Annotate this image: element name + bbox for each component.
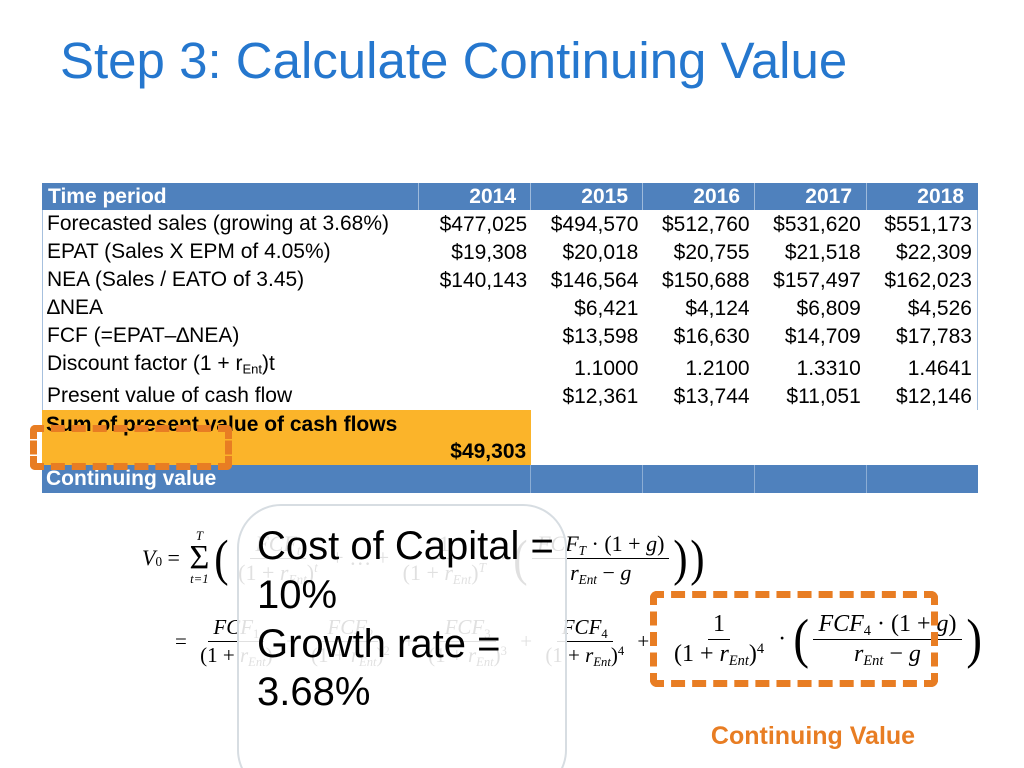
row-label: Forecasted sales (growing at 3.68%)	[47, 212, 389, 235]
row-label: NEA (Sales / EATO of 3.45)	[47, 268, 305, 291]
row-label: Present value of cash flow	[47, 384, 293, 408]
row-label: EPAT (Sales X EPM of 4.05%)	[47, 240, 331, 263]
table-row: FCF (=EPAT–∆NEA) $13,598 $16,630 $14,709 $17…	[43, 322, 977, 350]
value-cell: $150,688	[661, 269, 750, 292]
value-cell: $477,025	[439, 213, 528, 236]
continuing-value-row-label: Continuing value	[46, 467, 217, 491]
table-header-row: Time period 2014 2015 2016 2017 2018	[42, 183, 978, 210]
continuing-value-cell	[642, 465, 754, 494]
value-cell	[421, 294, 532, 322]
table-row: Present value of cash flow $12,361 $13,744…	[43, 382, 977, 410]
fraction: 1 (1 + rEnt)4	[674, 610, 765, 670]
value-cell	[421, 322, 532, 350]
value-cell: $14,709	[784, 325, 861, 348]
value-cell: $4,526	[907, 297, 972, 320]
value-cell: $6,421	[574, 297, 639, 320]
continuing-value-annotation-label: Continuing Value	[710, 722, 916, 750]
value-cell: $13,598	[562, 325, 639, 348]
value-cell: $20,755	[673, 241, 750, 264]
header-cell-year: 2014	[418, 183, 530, 210]
callout-bubble: Cost of Capital = 10% Growth rate = 3.68…	[237, 504, 567, 768]
value-cell: $17,783	[896, 325, 972, 348]
value-cell: 1.4641	[907, 357, 972, 381]
value-cell: $13,744	[673, 385, 750, 409]
value-cell: $20,018	[562, 241, 639, 264]
table-row: Forecasted sales (growing at 3.68%) $477,…	[43, 210, 977, 238]
value-cell: $140,143	[439, 269, 528, 292]
header-cell-year: 2015	[530, 183, 642, 210]
table-row: EPAT (Sales X EPM of 4.05%) $19,308 $20,01…	[43, 238, 977, 266]
callout-text-line2: Growth rate = 3.68%	[257, 621, 501, 715]
value-cell: 1.1000	[574, 357, 639, 381]
value-cell: $551,173	[884, 213, 972, 236]
value-cell: $16,630	[673, 325, 750, 348]
table-row: NEA (Sales / EATO of 3.45) $140,143 $146,5…	[43, 266, 977, 294]
value-cell: $494,570	[550, 213, 639, 236]
value-cell: $22,309	[896, 241, 972, 264]
value-cell: $4,124	[685, 297, 750, 320]
callout-text-line1: Cost of Capital = 10%	[257, 524, 554, 617]
value-cell: 1.2100	[685, 357, 750, 381]
value-cell: $12,361	[562, 385, 639, 409]
value-cell: $11,051	[786, 385, 861, 409]
value-cell	[421, 382, 532, 410]
highlight-dashed-box-sum-row	[30, 425, 232, 470]
row-label: ∆NEA	[47, 296, 104, 319]
header-cell-year: 2016	[642, 183, 754, 210]
sum-row-value: $49,303	[420, 410, 532, 466]
highlight-dashed-box-continuing-term	[650, 591, 938, 687]
value-cell: $162,023	[884, 269, 972, 292]
row-label: Discount factor (1 + rEnt)t	[47, 352, 275, 377]
header-cell-year: 2017	[754, 183, 866, 210]
value-cell: $146,564	[550, 269, 639, 292]
value-cell: $6,809	[796, 297, 861, 320]
row-label: FCF (=EPAT–∆NEA)	[47, 324, 240, 347]
table-row: Discount factor (1 + rEnt)t 1.1000 1.2100 1…	[43, 350, 977, 382]
value-cell: 1.3310	[796, 357, 861, 381]
continuing-value-cell	[866, 465, 978, 494]
financial-table: Time period 2014 2015 2016 2017 2018 Forecast…	[42, 183, 978, 494]
value-cell: $19,308	[451, 241, 528, 264]
formula-continuing-value-term: 1 (1 + rEnt)4 · (FCF4 · (1 + g) rEnt − g)	[666, 597, 983, 681]
value-cell: $531,620	[773, 213, 861, 236]
table-row: ∆NEA $6,421 $4,124 $6,809 $4,526	[43, 294, 977, 322]
sum-row-spacer	[531, 410, 978, 465]
slide-title: Step 3: Calculate Continuing Value	[60, 32, 848, 89]
value-cell: $512,760	[661, 213, 750, 236]
value-cell: $21,518	[784, 241, 861, 264]
continuing-value-cell	[530, 465, 642, 494]
header-cell-year: 2018	[866, 183, 978, 210]
continuing-value-cell	[754, 465, 866, 494]
fraction: FCF4 · (1 + g) rEnt − g	[813, 611, 962, 669]
header-cell-label: Time period	[48, 185, 167, 208]
value-cell	[421, 350, 532, 382]
value-cell: $157,497	[773, 269, 861, 292]
table-body: Forecasted sales (growing at 3.68%) $477,…	[42, 210, 978, 411]
value-cell: $12,146	[896, 385, 972, 409]
